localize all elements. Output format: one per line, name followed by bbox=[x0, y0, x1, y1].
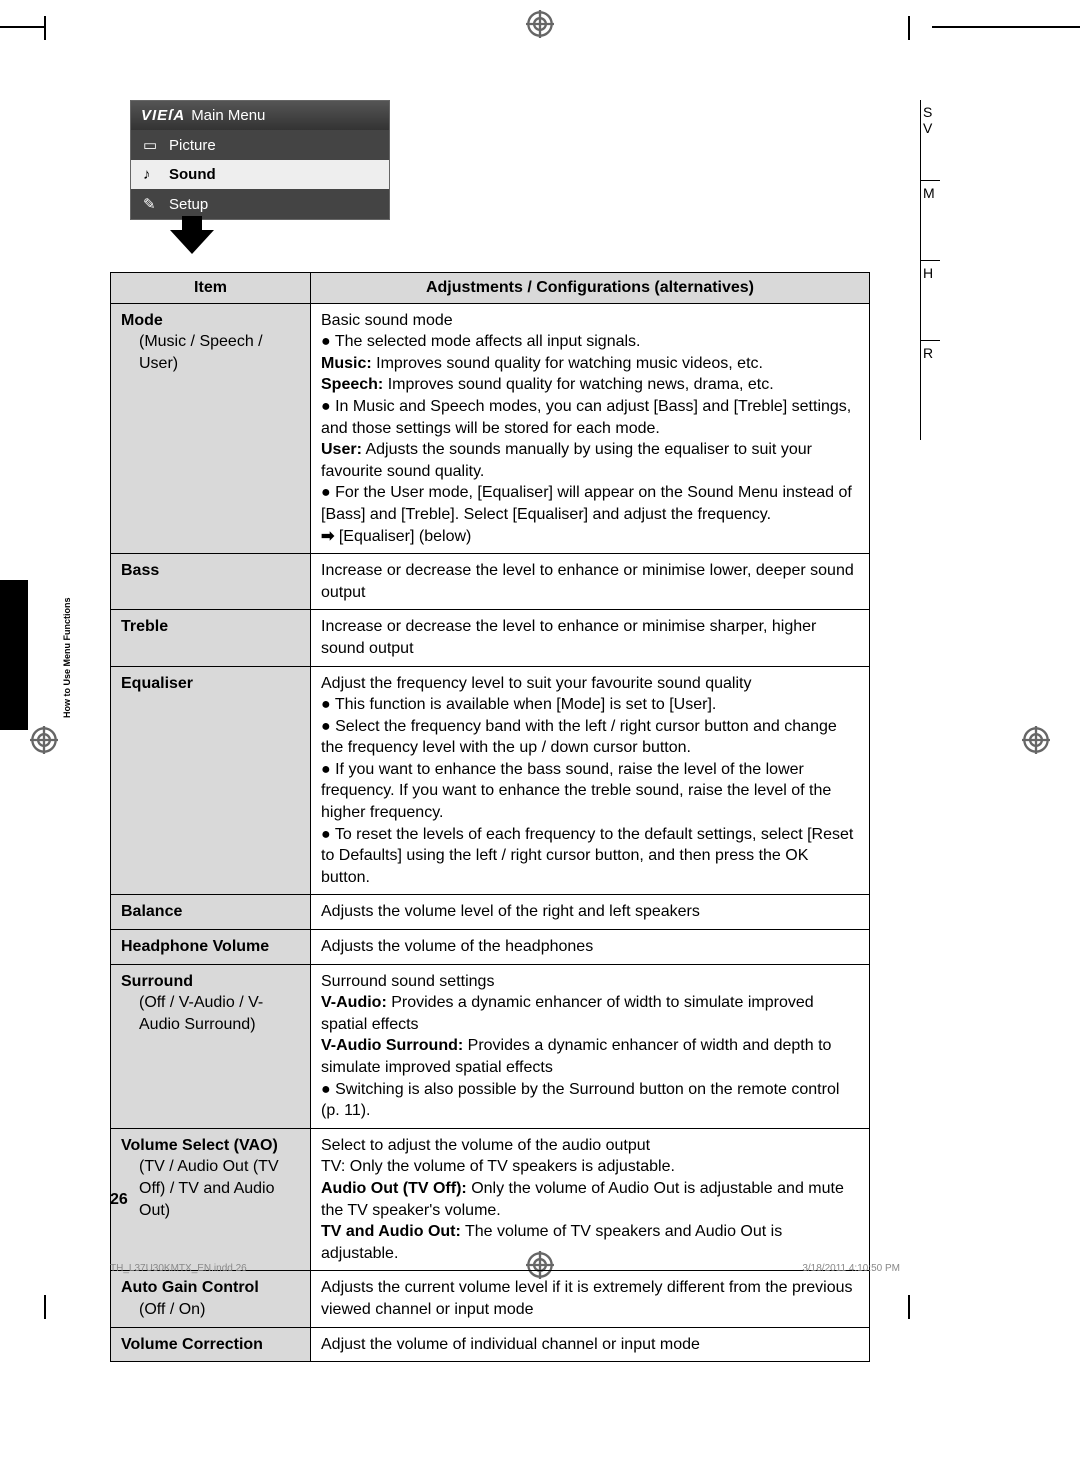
footer-timestamp: 3/18/2011 4:10:50 PM bbox=[802, 1263, 900, 1274]
item-treble: Treble bbox=[111, 610, 311, 666]
item-agc: Auto Gain Control (Off / On) bbox=[111, 1271, 311, 1327]
crop-mark bbox=[44, 16, 68, 40]
menu-row-sound: ♪ Sound bbox=[131, 160, 389, 189]
brand-logo: VIEſA bbox=[141, 107, 185, 124]
table-row: Mode (Music / Speech / User) Basic sound… bbox=[111, 303, 870, 554]
menu-title-bar: VIEſA Main Menu bbox=[131, 101, 389, 130]
table-row: Treble Increase or decrease the level to… bbox=[111, 610, 870, 666]
right-cell: M bbox=[921, 180, 940, 260]
crop-mark bbox=[886, 1295, 910, 1319]
table-row: Equaliser Adjust the frequency level to … bbox=[111, 666, 870, 895]
crop-line bbox=[0, 26, 44, 28]
registration-mark-icon bbox=[30, 726, 58, 754]
sound-settings-table: Item Adjustments / Configurations (alter… bbox=[110, 272, 870, 1362]
table-row: Balance Adjusts the volume level of the … bbox=[111, 895, 870, 930]
picture-icon: ▭ bbox=[143, 136, 159, 154]
item-volume-correction: Volume Correction bbox=[111, 1327, 311, 1362]
footer-filename: TH_L37U30KMTX_EN.indd 26 bbox=[110, 1263, 247, 1274]
menu-row-picture: ▭ Picture bbox=[131, 130, 389, 160]
table-row: Bass Increase or decrease the level to e… bbox=[111, 554, 870, 610]
table-row: Auto Gain Control (Off / On) Adjusts the… bbox=[111, 1271, 870, 1327]
table-row: Volume Correction Adjust the volume of i… bbox=[111, 1327, 870, 1362]
item-volume-select: Volume Select (VAO) (TV / Audio Out (TV … bbox=[111, 1128, 311, 1271]
side-label: How to Use Menu Functions bbox=[62, 598, 72, 719]
right-cell: H bbox=[921, 260, 940, 340]
page-number: 26 bbox=[110, 1191, 128, 1209]
table-row: Surround (Off / V-Audio / V-Audio Surrou… bbox=[111, 964, 870, 1128]
desc-headphone: Adjusts the volume of the headphones bbox=[311, 930, 870, 965]
crop-mark bbox=[886, 16, 910, 40]
desc-volume-correction: Adjust the volume of individual channel … bbox=[311, 1327, 870, 1362]
desc-mode: Basic sound mode ● The selected mode aff… bbox=[311, 303, 870, 554]
desc-volume-select: Select to adjust the volume of the audio… bbox=[311, 1128, 870, 1271]
menu-row-label: Picture bbox=[169, 137, 216, 154]
right-cell: S V bbox=[921, 100, 940, 180]
registration-mark-icon bbox=[526, 10, 554, 38]
crop-line bbox=[932, 26, 1080, 28]
menu-title-text: Main Menu bbox=[191, 107, 265, 124]
menu-row-label: Setup bbox=[169, 196, 208, 213]
setup-icon: ✎ bbox=[143, 195, 159, 213]
item-surround: Surround (Off / V-Audio / V-Audio Surrou… bbox=[111, 964, 311, 1128]
desc-agc: Adjusts the current volume level if it i… bbox=[311, 1271, 870, 1327]
item-mode: Mode (Music / Speech / User) bbox=[111, 303, 311, 554]
crop-mark bbox=[44, 1295, 68, 1319]
right-partial-column: S V M H R bbox=[920, 100, 940, 440]
col-header-item: Item bbox=[111, 273, 311, 304]
item-balance: Balance bbox=[111, 895, 311, 930]
desc-equaliser: Adjust the frequency level to suit your … bbox=[311, 666, 870, 895]
item-equaliser: Equaliser bbox=[111, 666, 311, 895]
sound-icon: ♪ bbox=[143, 166, 159, 183]
menu-row-label: Sound bbox=[169, 166, 216, 183]
item-headphone: Headphone Volume bbox=[111, 930, 311, 965]
col-header-adjust: Adjustments / Configurations (alternativ… bbox=[311, 273, 870, 304]
desc-surround: Surround sound settings V-Audio: Provide… bbox=[311, 964, 870, 1128]
table-row: Volume Select (VAO) (TV / Audio Out (TV … bbox=[111, 1128, 870, 1271]
registration-mark-icon bbox=[1022, 726, 1050, 754]
item-bass: Bass bbox=[111, 554, 311, 610]
desc-treble: Increase or decrease the level to enhanc… bbox=[311, 610, 870, 666]
right-cell: R bbox=[921, 340, 940, 420]
desc-bass: Increase or decrease the level to enhanc… bbox=[311, 554, 870, 610]
desc-balance: Adjusts the volume level of the right an… bbox=[311, 895, 870, 930]
arrow-down-icon bbox=[170, 230, 214, 254]
menu-row-setup: ✎ Setup bbox=[131, 189, 389, 219]
main-menu-preview: VIEſA Main Menu ▭ Picture ♪ Sound ✎ Setu… bbox=[130, 100, 390, 220]
side-tab bbox=[0, 580, 28, 730]
table-row: Headphone Volume Adjusts the volume of t… bbox=[111, 930, 870, 965]
